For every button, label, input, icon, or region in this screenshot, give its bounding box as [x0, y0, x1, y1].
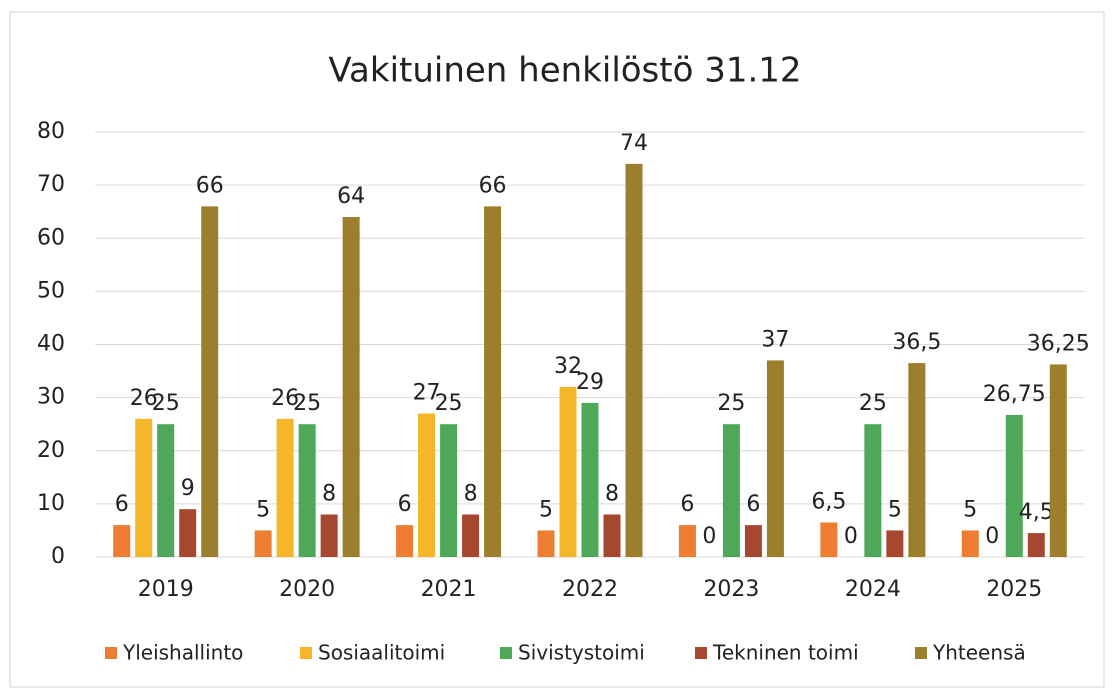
bar	[276, 418, 294, 557]
y-tick-label: 60	[37, 225, 65, 250]
bar	[1005, 414, 1023, 557]
value-label: 25	[859, 391, 887, 416]
value-label: 5	[963, 497, 977, 522]
value-label: 6	[115, 492, 129, 517]
bar	[961, 530, 979, 557]
legend-label: Sosiaalitoimi	[318, 641, 445, 665]
value-label: 37	[761, 327, 789, 352]
value-label: 6	[746, 492, 760, 517]
bar	[179, 509, 197, 557]
bar	[484, 206, 502, 557]
value-label: 26	[130, 386, 158, 411]
bar	[201, 206, 219, 557]
value-label: 74	[620, 131, 648, 156]
value-label: 26,75	[983, 382, 1046, 407]
bar	[537, 530, 555, 557]
value-label: 6	[398, 492, 412, 517]
value-label: 4,5	[1019, 500, 1054, 525]
bar	[722, 424, 740, 557]
x-tick-label: 2024	[845, 577, 901, 602]
legend-label: Yhteensä	[932, 641, 1026, 665]
value-label: 36,5	[892, 330, 941, 355]
bar	[1049, 364, 1067, 557]
legend-label: Sivistystoimi	[518, 641, 645, 665]
value-label: 66	[479, 173, 507, 198]
value-label: 0	[985, 524, 999, 549]
y-tick-label: 20	[37, 438, 65, 463]
bar	[820, 522, 838, 557]
legend-swatch	[500, 647, 512, 659]
bar	[886, 530, 904, 557]
bar	[135, 418, 153, 557]
bar	[254, 530, 272, 557]
bar	[157, 424, 175, 557]
bar	[342, 217, 360, 557]
bar	[908, 363, 926, 557]
chart-title: Vakituinen henkilöstö 31.12	[328, 51, 801, 91]
value-label: 26	[271, 386, 299, 411]
value-label: 25	[717, 391, 745, 416]
bar	[744, 525, 762, 557]
value-label: 9	[181, 476, 195, 501]
value-label: 5	[888, 497, 902, 522]
x-tick-label: 2022	[562, 577, 618, 602]
y-tick-label: 40	[37, 332, 65, 357]
chart-frame	[9, 11, 1105, 688]
value-label: 64	[337, 184, 365, 209]
y-tick-label: 50	[37, 278, 65, 303]
bar	[113, 525, 131, 557]
y-tick-label: 70	[37, 172, 65, 197]
value-label: 27	[413, 381, 441, 406]
y-tick-label: 10	[37, 491, 65, 516]
value-label: 6	[680, 492, 694, 517]
legend-label: Tekninen toimi	[712, 641, 859, 665]
bar	[766, 360, 784, 557]
value-label: 0	[702, 524, 716, 549]
legend-swatch	[915, 647, 927, 659]
legend-swatch	[695, 647, 707, 659]
bar	[418, 413, 436, 557]
bar	[396, 525, 414, 557]
x-tick-label: 2021	[421, 577, 477, 602]
bar	[462, 514, 480, 557]
y-tick-label: 0	[51, 544, 65, 569]
value-label: 5	[256, 497, 270, 522]
value-label: 25	[293, 391, 321, 416]
bar	[603, 514, 621, 557]
legend-label: Yleishallinto	[122, 641, 243, 665]
bar	[1027, 533, 1045, 557]
value-label: 8	[605, 482, 619, 507]
value-label: 8	[322, 482, 336, 507]
value-label: 6,5	[811, 489, 846, 514]
value-label: 36,25	[1027, 331, 1090, 356]
bar	[559, 387, 577, 557]
bar	[320, 514, 338, 557]
y-tick-label: 30	[37, 385, 65, 410]
value-label: 8	[464, 482, 478, 507]
bar	[298, 424, 316, 557]
bar	[581, 402, 599, 557]
value-label: 5	[539, 497, 553, 522]
x-tick-label: 2019	[138, 577, 194, 602]
bar	[440, 424, 458, 557]
x-tick-label: 2025	[986, 577, 1042, 602]
legend-swatch	[105, 647, 117, 659]
x-tick-label: 2020	[279, 577, 335, 602]
bar	[678, 525, 696, 557]
bar	[625, 163, 643, 557]
value-label: 32	[554, 354, 582, 379]
value-label: 66	[196, 173, 224, 198]
x-tick-label: 2023	[703, 577, 759, 602]
legend-swatch	[300, 647, 312, 659]
value-label: 0	[844, 524, 858, 549]
value-label: 29	[576, 370, 604, 395]
bar	[864, 424, 882, 557]
value-label: 25	[435, 391, 463, 416]
value-label: 25	[152, 391, 180, 416]
y-tick-label: 80	[37, 119, 65, 144]
